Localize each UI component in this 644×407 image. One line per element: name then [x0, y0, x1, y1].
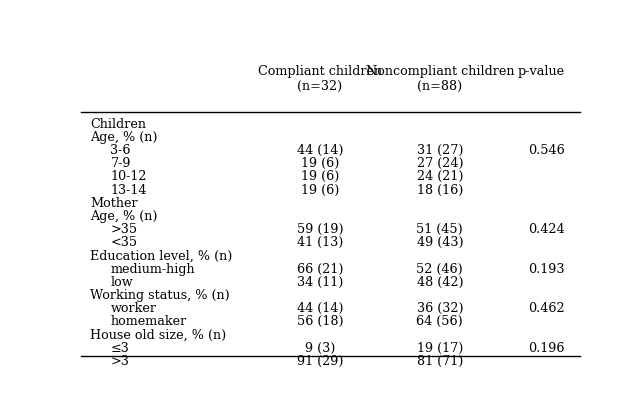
- Text: >3: >3: [111, 355, 129, 368]
- Text: 27 (24): 27 (24): [417, 157, 463, 170]
- Text: 0.462: 0.462: [528, 302, 565, 315]
- Text: 49 (43): 49 (43): [417, 236, 463, 249]
- Text: 19 (6): 19 (6): [301, 171, 339, 184]
- Text: 7-9: 7-9: [111, 157, 131, 170]
- Text: Age, % (n): Age, % (n): [90, 131, 158, 144]
- Text: 3-6: 3-6: [111, 144, 131, 157]
- Text: 34 (11): 34 (11): [297, 276, 343, 289]
- Text: 13-14: 13-14: [111, 184, 147, 197]
- Text: House old size, % (n): House old size, % (n): [90, 328, 227, 341]
- Text: 91 (29): 91 (29): [297, 355, 343, 368]
- Text: Education level, % (n): Education level, % (n): [90, 249, 233, 263]
- Text: 81 (71): 81 (71): [417, 355, 463, 368]
- Text: 31 (27): 31 (27): [417, 144, 463, 157]
- Text: Age, % (n): Age, % (n): [90, 210, 158, 223]
- Text: <35: <35: [111, 236, 138, 249]
- Text: 19 (6): 19 (6): [301, 157, 339, 170]
- Text: 9 (3): 9 (3): [305, 341, 336, 354]
- Text: 24 (21): 24 (21): [417, 171, 463, 184]
- Text: worker: worker: [111, 302, 156, 315]
- Text: 48 (42): 48 (42): [417, 276, 463, 289]
- Text: p-value: p-value: [518, 64, 565, 77]
- Text: 36 (32): 36 (32): [417, 302, 463, 315]
- Text: Compliant children
(n=32): Compliant children (n=32): [258, 64, 382, 92]
- Text: Noncompliant children
(n=88): Noncompliant children (n=88): [366, 64, 514, 92]
- Text: 56 (18): 56 (18): [297, 315, 343, 328]
- Text: homemaker: homemaker: [111, 315, 187, 328]
- Text: 19 (17): 19 (17): [417, 341, 463, 354]
- Text: 59 (19): 59 (19): [297, 223, 343, 236]
- Text: medium-high: medium-high: [111, 263, 195, 276]
- Text: 18 (16): 18 (16): [417, 184, 463, 197]
- Text: 10-12: 10-12: [111, 171, 147, 184]
- Text: 64 (56): 64 (56): [417, 315, 463, 328]
- Text: Children: Children: [90, 118, 146, 131]
- Text: 0.546: 0.546: [528, 144, 565, 157]
- Text: 41 (13): 41 (13): [297, 236, 343, 249]
- Text: Working status, % (n): Working status, % (n): [90, 289, 231, 302]
- Text: >35: >35: [111, 223, 138, 236]
- Text: Mother: Mother: [90, 197, 138, 210]
- Text: 19 (6): 19 (6): [301, 184, 339, 197]
- Text: 44 (14): 44 (14): [297, 144, 343, 157]
- Text: 0.196: 0.196: [528, 341, 565, 354]
- Text: 0.424: 0.424: [528, 223, 565, 236]
- Text: 44 (14): 44 (14): [297, 302, 343, 315]
- Text: 52 (46): 52 (46): [417, 263, 463, 276]
- Text: 66 (21): 66 (21): [297, 263, 343, 276]
- Text: 51 (45): 51 (45): [417, 223, 463, 236]
- Text: low: low: [111, 276, 133, 289]
- Text: 0.193: 0.193: [528, 263, 565, 276]
- Text: ≤3: ≤3: [111, 341, 129, 354]
